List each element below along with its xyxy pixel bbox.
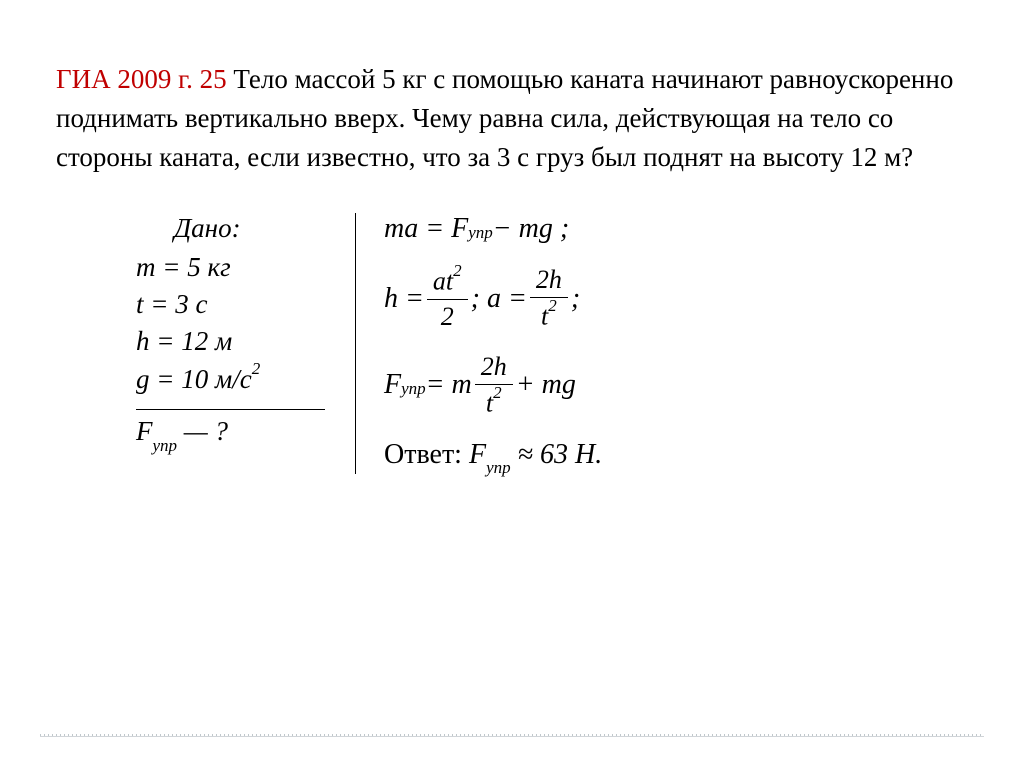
equation-1: ma = Fупр − mg ; [384, 213, 602, 245]
bottom-divider [40, 734, 984, 737]
equation-3: Fупр = m 2h t2 + mg [384, 352, 602, 419]
problem-statement: ГИА 2009 г. 25 Тело массой 5 кг с помощь… [56, 60, 968, 177]
problem-title: ГИА 2009 г. 25 [56, 64, 227, 94]
given-m: m = 5 кг [136, 252, 325, 283]
equation-2: h = at2 2 ; a = 2h t2 ; [384, 265, 602, 332]
given-label: Дано: [136, 213, 325, 244]
answer-line: Ответ: Fупр ≈ 63 Н. [384, 439, 602, 475]
solution-column: ma = Fупр − mg ; h = at2 2 ; a = 2h t2 ;… [356, 213, 602, 474]
given-column: Дано: m = 5 кг t = 3 с h = 12 м g = 10 м… [136, 213, 356, 474]
given-g: g = 10 м/с2 [136, 363, 325, 395]
solution-block: Дано: m = 5 кг t = 3 с h = 12 м g = 10 м… [136, 213, 968, 474]
given-h: h = 12 м [136, 326, 325, 357]
given-unknown: Fупр — ? [136, 410, 325, 451]
given-t: t = 3 с [136, 289, 325, 320]
